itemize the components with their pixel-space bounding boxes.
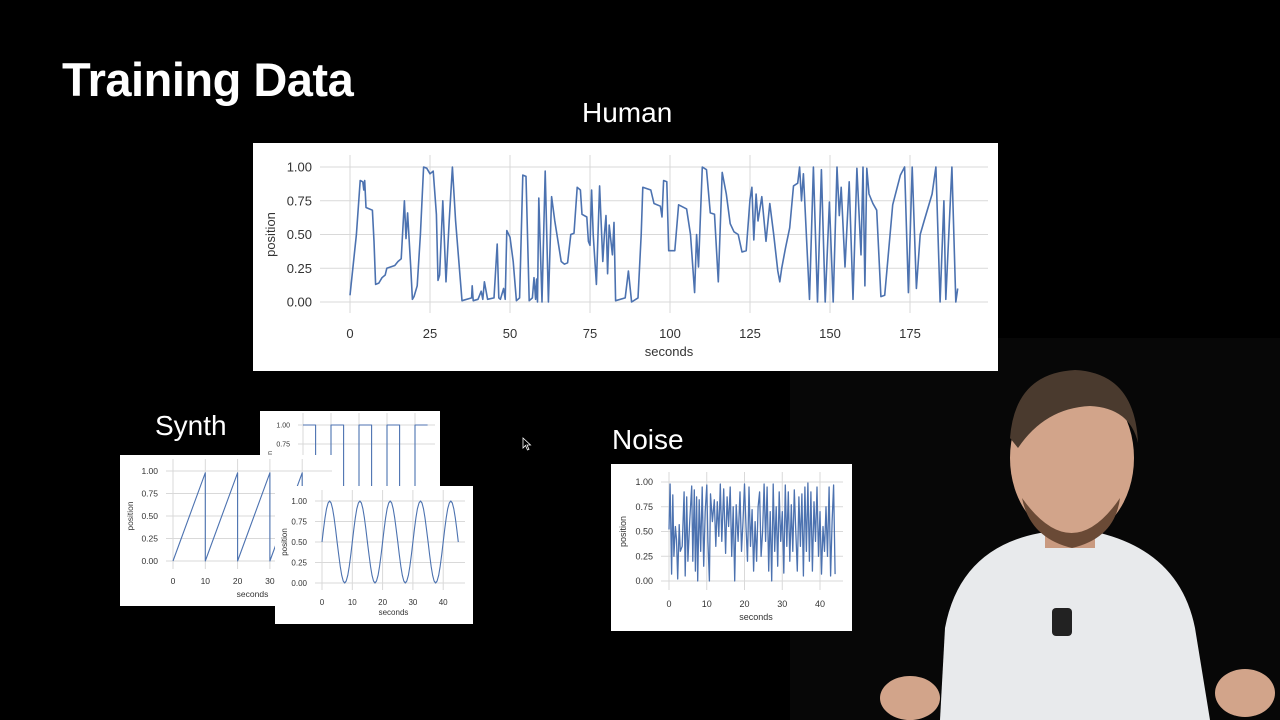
y-axis-label: position <box>125 501 135 531</box>
sine-series-line <box>321 500 459 584</box>
x-axis-label: seconds <box>739 612 773 622</box>
x-tick-label: 10 <box>348 598 357 607</box>
y-tick-label: 0.75 <box>291 517 307 526</box>
mouse-cursor-icon <box>522 437 532 451</box>
y-tick-label: 0.25 <box>635 551 653 561</box>
slide-title: Training Data <box>62 53 354 106</box>
y-tick-label: 0.00 <box>291 579 307 588</box>
x-tick-label: 30 <box>408 598 417 607</box>
y-tick-label: 0.00 <box>141 556 158 566</box>
y-tick-label: 0.50 <box>635 527 653 537</box>
y-tick-label: 1.00 <box>141 466 158 476</box>
y-tick-label: 1.00 <box>635 477 653 487</box>
x-tick-label: 30 <box>265 576 275 586</box>
x-tick-label: 20 <box>233 576 243 586</box>
y-tick-label: 0.25 <box>287 261 312 276</box>
x-tick-label: 0 <box>346 326 353 341</box>
y-tick-label: 0.25 <box>141 533 158 543</box>
x-tick-label: 20 <box>378 598 387 607</box>
synth-label: Synth <box>155 410 227 441</box>
x-tick-label: 30 <box>777 599 787 609</box>
x-tick-label: 40 <box>439 598 448 607</box>
x-tick-label: 125 <box>739 326 761 341</box>
x-tick-label: 75 <box>583 326 597 341</box>
noise-series-line <box>668 482 836 582</box>
x-tick-label: 10 <box>201 576 211 586</box>
y-tick-label: 1.00 <box>276 422 290 429</box>
noise-label: Noise <box>612 424 684 455</box>
y-tick-label: 0.00 <box>287 295 312 310</box>
y-tick-label: 0.75 <box>287 193 312 208</box>
x-tick-label: 0 <box>666 599 671 609</box>
human-label: Human <box>582 97 673 128</box>
x-axis-label: seconds <box>237 589 269 599</box>
x-tick-label: 50 <box>503 326 517 341</box>
x-tick-label: 20 <box>739 599 749 609</box>
x-tick-label: 10 <box>702 599 712 609</box>
y-tick-label: 1.00 <box>291 497 307 506</box>
y-axis-label: position <box>618 516 628 547</box>
human-series-line <box>349 166 959 303</box>
y-tick-label: 0.75 <box>141 488 158 498</box>
x-tick-label: 40 <box>815 599 825 609</box>
presenter-webcam <box>790 338 1280 720</box>
y-tick-label: 1.00 <box>287 160 312 175</box>
y-tick-label: 0.75 <box>635 502 653 512</box>
presenter-shirt <box>940 533 1210 720</box>
x-tick-label: 0 <box>320 598 325 607</box>
human-plot-svg: 0.00 0.25 0.50 0.75 1.00 0 25 50 75 100 125 150 175 s… <box>263 155 988 359</box>
human-chart: 0.00 0.25 0.50 0.75 1.00 0 25 50 75 100 125 150 175 s… <box>253 143 998 371</box>
y-tick-label: 0.50 <box>287 227 312 242</box>
sine-chart: 0.00 0.25 0.50 0.75 1.00 0 10 20 30 40 seconds posi… <box>275 486 473 624</box>
y-axis-label: position <box>263 212 278 257</box>
y-tick-label: 0.25 <box>291 558 307 567</box>
square-series-line <box>303 424 428 487</box>
x-axis-label: seconds <box>379 608 409 617</box>
noise-chart: 0.00 0.25 0.50 0.75 1.00 0 10 20 30 40 seconds posi… <box>611 464 852 631</box>
x-tick-label: 25 <box>423 326 437 341</box>
presenter-hair <box>1010 370 1138 448</box>
x-tick-label: 150 <box>819 326 841 341</box>
x-tick-label: 175 <box>899 326 921 341</box>
y-axis-label: position <box>280 528 289 556</box>
y-tick-label: 0.50 <box>291 538 307 547</box>
y-tick-label: 0.00 <box>635 576 653 586</box>
y-tick-label: 0.75 <box>276 441 290 448</box>
sine-plot-svg: 0.00 0.25 0.50 0.75 1.00 0 10 20 30 40 seconds posi… <box>280 490 465 617</box>
x-axis-label: seconds <box>645 344 694 359</box>
x-tick-label: 100 <box>659 326 681 341</box>
y-tick-label: 0.50 <box>141 511 158 521</box>
noise-plot-svg: 0.00 0.25 0.50 0.75 1.00 0 10 20 30 40 seconds posi… <box>618 472 843 622</box>
x-tick-label: 0 <box>171 576 176 586</box>
